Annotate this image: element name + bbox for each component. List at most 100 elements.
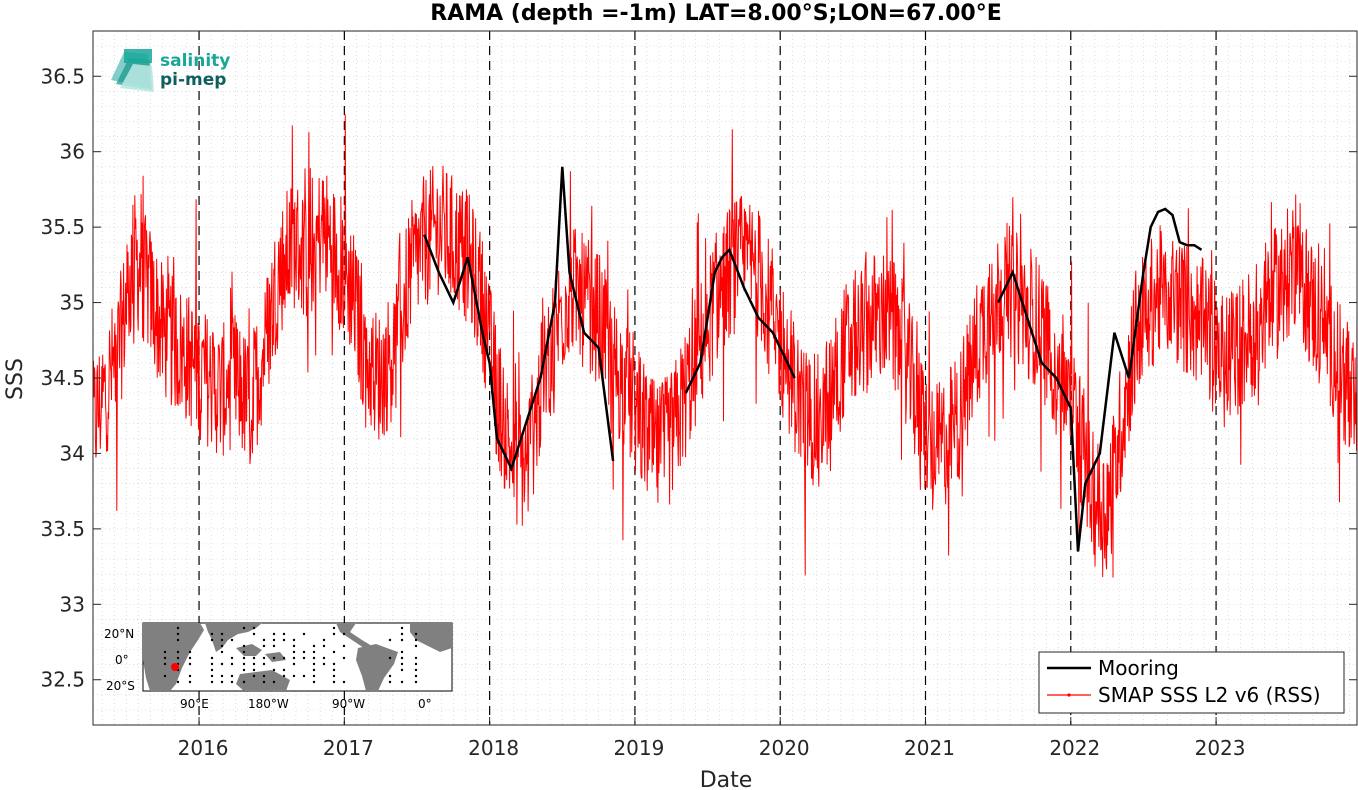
x-tick-label: 2018 [468,736,519,760]
array-dot [176,680,180,684]
array-dot [210,680,214,684]
array-dot [282,632,286,636]
array-dot [302,632,306,636]
array-dot [322,638,326,642]
array-dot [220,650,224,654]
minor-grid [93,30,1357,726]
array-dot [188,650,192,654]
array-dot [220,644,224,648]
array-dot [188,680,192,684]
array-dot [414,656,418,660]
array-dot [272,638,276,642]
legend-mooring-label: Mooring [1098,656,1179,680]
x-tick-label: 2023 [1195,736,1246,760]
array-dot [262,656,266,660]
array-dot [414,674,418,678]
array-dot [312,674,316,678]
y-tick-label: 35 [60,291,85,315]
array-dot [414,662,418,666]
array-dot [242,668,246,672]
array-dot [220,680,224,684]
mooring-series-line [423,166,1203,552]
array-dot [388,680,392,684]
x-tick-label: 2021 [904,736,955,760]
array-dot [272,656,276,660]
array-dot [163,650,167,654]
array-dot [163,656,167,660]
array-dot [188,674,192,678]
array-dot [210,674,214,678]
selected-mooring-marker [171,663,179,671]
array-dot [388,638,392,642]
array-dot [220,632,224,636]
array-dot [163,674,167,678]
logo-line1: salinity [160,51,230,71]
array-dot [414,644,418,648]
array-dot [342,644,346,648]
array-dot [230,662,234,666]
array-dot [332,674,336,678]
array-dot [242,626,246,630]
array-dot [252,662,256,666]
inset-location-map: 20°N 0° 20°S 90°E 180°W 90°W 0° [104,622,453,711]
array-dot [388,674,392,678]
array-dot [292,650,296,654]
array-dot [282,674,286,678]
array-dot [220,674,224,678]
array-dot [302,656,306,660]
array-dot [210,632,214,636]
array-dot [252,668,256,672]
array-dot [272,680,276,684]
array-dot [312,656,316,660]
inset-lat-20s: 20°S [106,679,135,693]
array-dot [312,650,316,654]
x-tick-label: 2019 [613,736,664,760]
array-dot [312,680,316,684]
array-dot [282,638,286,642]
y-tick-label: 33 [60,592,85,616]
chart-title: RAMA (depth =-1m) LAT=8.00°S;LON=67.00°E [430,1,1001,26]
array-dot [230,674,234,678]
array-dot [272,668,276,672]
array-dot [188,656,192,660]
array-dot [414,668,418,672]
x-axis-ticks: 2016 2017 2018 2019 2020 2021 2022 2023 [178,717,1246,760]
array-dot [302,674,306,678]
array-dot [388,656,392,660]
array-dot [252,674,256,678]
array-dot [332,662,336,666]
array-dot [242,680,246,684]
y-tick-label: 34.5 [40,366,85,390]
y-tick-label: 36.5 [40,64,85,88]
array-dot [282,668,286,672]
array-dot [262,674,266,678]
inset-lon-180w: 180°W [248,697,289,711]
array-dot [176,626,180,630]
array-dot [312,644,316,648]
array-dot [292,674,296,678]
array-dot [230,656,234,660]
array-dot [292,644,296,648]
array-dot [188,662,192,666]
plot-area [92,30,1358,726]
array-dot [322,644,326,648]
legend-smap-label: SMAP SSS L2 v6 (RSS) [1098,683,1321,707]
array-dot [230,680,234,684]
smap-series-line [92,114,1358,578]
array-dot [272,632,276,636]
array-dot [176,656,180,660]
array-dot [163,662,167,666]
array-dot [322,656,326,660]
array-dot [262,638,266,642]
array-dot [292,656,296,660]
inset-lat-20n: 20°N [104,627,134,641]
salinity-pi-mep-logo: salinity pi-mep [111,49,230,92]
y-tick-label: 32.5 [40,668,85,692]
array-dot [262,662,266,666]
array-dot [176,650,180,654]
array-dot [342,656,346,660]
array-dot [292,662,296,666]
array-dot [332,668,336,672]
array-dot [262,644,266,648]
inset-lat-0: 0° [115,653,129,667]
